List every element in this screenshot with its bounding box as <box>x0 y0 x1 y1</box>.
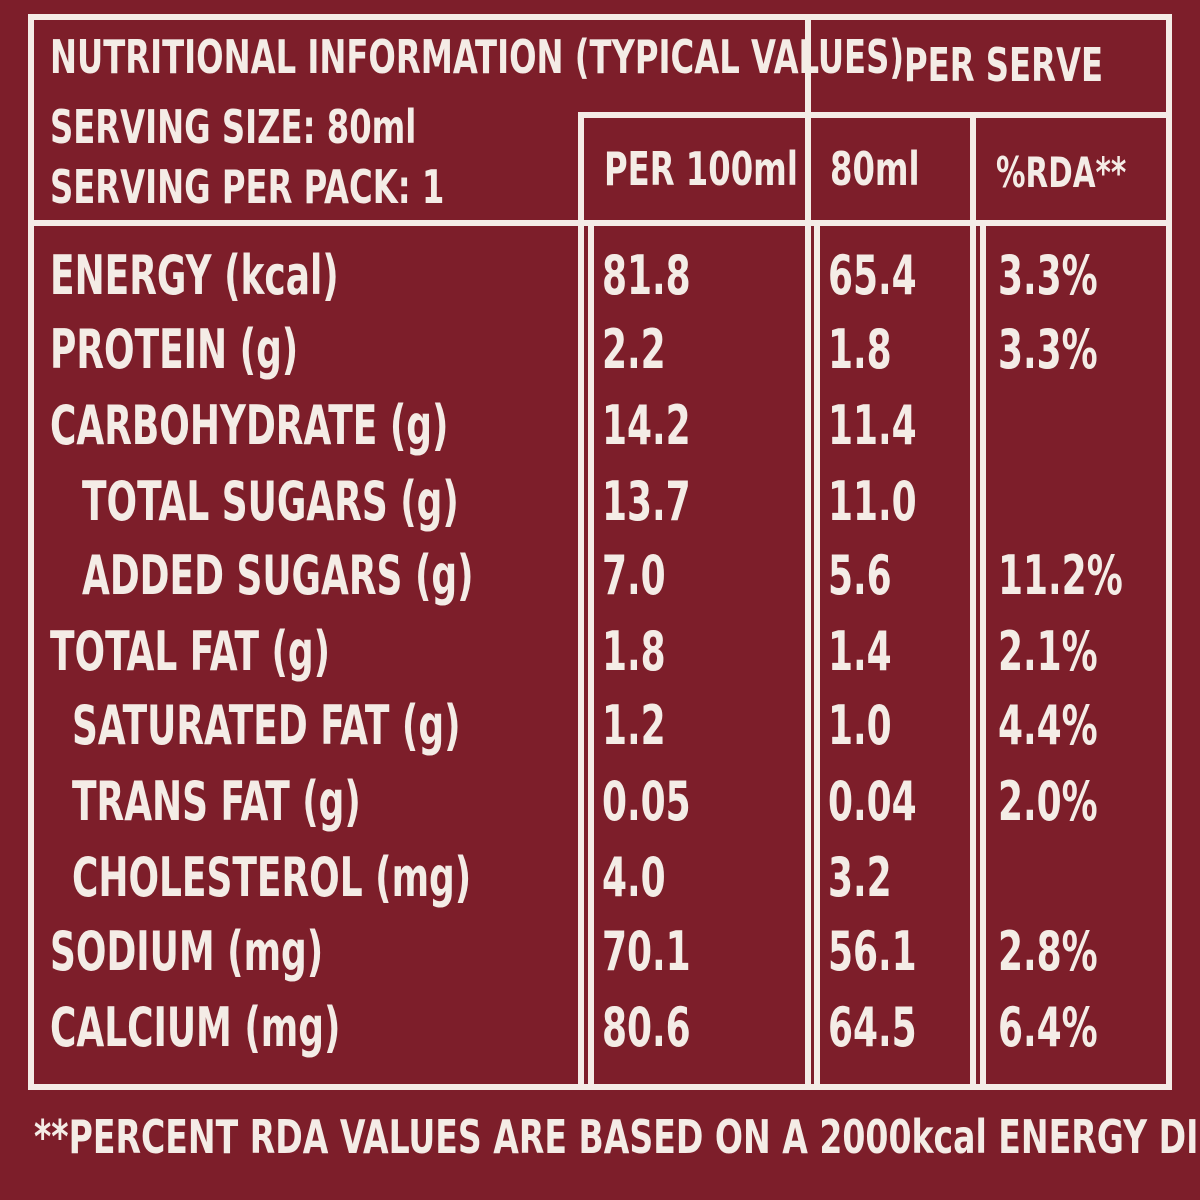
table-border-top <box>28 14 1172 20</box>
header-bottom-line <box>28 220 1172 226</box>
row-per100-carbohydrate: 14.2 <box>602 394 691 457</box>
row-serve-added-sugars: 5.6 <box>828 544 892 607</box>
row-label-total-sugars: TOTAL SUGARS (g) <box>82 470 459 533</box>
per-serve-heading: PER SERVE <box>904 38 1104 92</box>
row-rda-trans-fat: 2.0% <box>998 770 1098 833</box>
row-rda-total-fat: 2.1% <box>998 620 1098 683</box>
table-border-right <box>1166 14 1172 1090</box>
per-serve-divider-top-vertical <box>805 14 811 114</box>
row-label-total-fat: TOTAL FAT (g) <box>50 620 331 683</box>
col1-divider-a <box>578 114 584 1090</box>
row-rda-added-sugars: 11.2% <box>998 544 1123 607</box>
col1-divider-b <box>588 226 594 1090</box>
col2-divider-b <box>814 226 820 1090</box>
row-label-energy: ENERGY (kcal) <box>50 244 339 307</box>
servings-per-pack: SERVING PER PACK: 1 <box>50 160 445 214</box>
row-per100-added-sugars: 7.0 <box>602 544 666 607</box>
row-per100-protein: 2.2 <box>602 318 666 381</box>
row-label-trans-fat: TRANS FAT (g) <box>72 770 361 833</box>
row-serve-calcium: 64.5 <box>828 996 917 1059</box>
col2-divider-a <box>805 114 811 1090</box>
row-per100-saturated-fat: 1.2 <box>602 694 666 757</box>
column-header-per-100ml: PER 100ml <box>604 142 798 196</box>
row-per100-cholesterol: 4.0 <box>602 846 666 909</box>
row-serve-trans-fat: 0.04 <box>828 770 917 833</box>
col3-divider-b <box>980 226 986 1090</box>
table-border-bottom <box>28 1084 1172 1090</box>
per-serve-underline <box>578 112 1172 118</box>
row-per100-total-sugars: 13.7 <box>602 470 691 533</box>
row-per100-trans-fat: 0.05 <box>602 770 691 833</box>
row-serve-cholesterol: 3.2 <box>828 846 892 909</box>
column-header-80ml: 80ml <box>830 142 920 196</box>
row-label-sodium: SODIUM (mg) <box>50 920 324 983</box>
row-serve-carbohydrate: 11.4 <box>828 394 917 457</box>
row-serve-protein: 1.8 <box>828 318 892 381</box>
row-serve-total-sugars: 11.0 <box>828 470 917 533</box>
table-title: NUTRITIONAL INFORMATION (TYPICAL VALUES) <box>50 30 905 84</box>
row-per100-sodium: 70.1 <box>602 920 691 983</box>
row-serve-saturated-fat: 1.0 <box>828 694 892 757</box>
rda-footnote: **PERCENT RDA VALUES ARE BASED ON A 2000… <box>34 1110 1200 1164</box>
row-serve-energy: 65.4 <box>828 244 917 307</box>
col3-divider-a <box>970 114 976 1090</box>
serving-size: SERVING SIZE: 80ml <box>50 100 417 154</box>
row-rda-protein: 3.3% <box>998 318 1098 381</box>
row-per100-total-fat: 1.8 <box>602 620 666 683</box>
row-rda-energy: 3.3% <box>998 244 1098 307</box>
row-serve-total-fat: 1.4 <box>828 620 892 683</box>
row-serve-sodium: 56.1 <box>828 920 917 983</box>
row-label-cholesterol: CHOLESTEROL (mg) <box>72 846 472 909</box>
column-header-rda: %RDA** <box>996 148 1127 197</box>
row-label-carbohydrate: CARBOHYDRATE (g) <box>50 394 449 457</box>
row-rda-sodium: 2.8% <box>998 920 1098 983</box>
row-label-protein: PROTEIN (g) <box>50 318 299 381</box>
row-rda-saturated-fat: 4.4% <box>998 694 1098 757</box>
row-rda-calcium: 6.4% <box>998 996 1098 1059</box>
row-per100-calcium: 80.6 <box>602 996 691 1059</box>
row-per100-energy: 81.8 <box>602 244 691 307</box>
row-label-added-sugars: ADDED SUGARS (g) <box>82 544 474 607</box>
row-label-calcium: CALCIUM (mg) <box>50 996 341 1059</box>
row-label-saturated-fat: SATURATED FAT (g) <box>72 694 461 757</box>
table-border-left <box>28 14 34 1090</box>
